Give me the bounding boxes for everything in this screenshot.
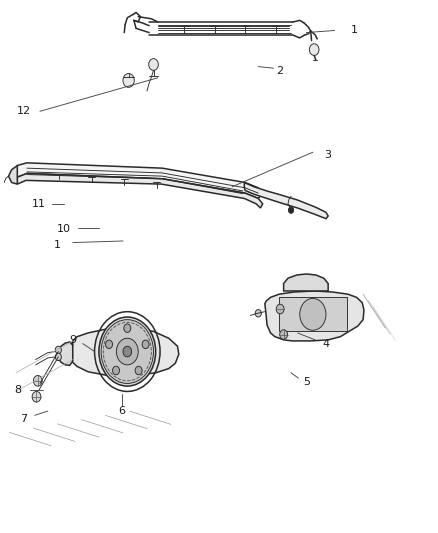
Circle shape — [32, 391, 41, 402]
Circle shape — [124, 324, 131, 333]
Polygon shape — [244, 182, 328, 219]
Circle shape — [55, 346, 61, 354]
Circle shape — [101, 320, 153, 383]
Polygon shape — [265, 291, 364, 341]
Circle shape — [300, 298, 326, 330]
Polygon shape — [17, 173, 263, 208]
Text: 6: 6 — [119, 406, 126, 416]
Circle shape — [149, 59, 158, 70]
Text: 1: 1 — [54, 240, 61, 250]
Text: 12: 12 — [17, 106, 31, 116]
Polygon shape — [17, 163, 263, 198]
Text: 8: 8 — [14, 385, 22, 395]
Circle shape — [288, 207, 293, 213]
Circle shape — [123, 74, 134, 87]
Circle shape — [33, 375, 42, 386]
Polygon shape — [284, 274, 328, 291]
Circle shape — [123, 346, 132, 357]
Circle shape — [280, 330, 288, 340]
Circle shape — [106, 340, 113, 349]
Text: 9: 9 — [69, 335, 76, 345]
Text: 11: 11 — [32, 199, 46, 209]
Circle shape — [135, 366, 142, 375]
Bar — [279, 297, 347, 332]
Text: 5: 5 — [303, 377, 310, 387]
Text: 2: 2 — [276, 66, 284, 76]
Circle shape — [113, 366, 120, 375]
Circle shape — [309, 44, 319, 55]
Text: 10: 10 — [57, 224, 71, 235]
Text: 3: 3 — [325, 150, 332, 160]
Circle shape — [142, 340, 149, 349]
Circle shape — [99, 317, 155, 386]
Polygon shape — [71, 328, 179, 375]
Polygon shape — [9, 165, 17, 184]
Circle shape — [55, 353, 61, 361]
Circle shape — [117, 338, 138, 365]
Text: 1: 1 — [351, 25, 358, 35]
Polygon shape — [58, 342, 73, 366]
Circle shape — [276, 304, 284, 314]
Text: 7: 7 — [20, 414, 28, 424]
Circle shape — [255, 310, 261, 317]
Text: 4: 4 — [322, 338, 329, 349]
